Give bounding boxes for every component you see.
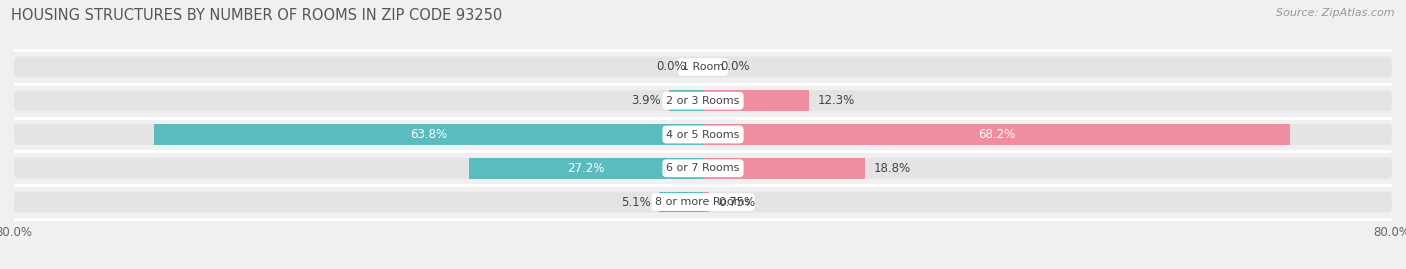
Text: 3.9%: 3.9%	[631, 94, 661, 107]
FancyBboxPatch shape	[14, 124, 1392, 145]
Text: 27.2%: 27.2%	[567, 162, 605, 175]
Text: 8 or more Rooms: 8 or more Rooms	[655, 197, 751, 207]
Text: 63.8%: 63.8%	[409, 128, 447, 141]
FancyBboxPatch shape	[14, 158, 1392, 179]
Bar	[703, 124, 1291, 145]
Text: 0.75%: 0.75%	[718, 196, 755, 208]
Text: 0.0%: 0.0%	[720, 61, 749, 73]
Bar	[659, 192, 703, 213]
Bar	[703, 158, 865, 179]
FancyBboxPatch shape	[14, 56, 1392, 77]
Bar	[703, 90, 808, 111]
Text: 0.0%: 0.0%	[657, 61, 686, 73]
Bar	[468, 158, 703, 179]
Text: Source: ZipAtlas.com: Source: ZipAtlas.com	[1277, 8, 1395, 18]
FancyBboxPatch shape	[14, 192, 1392, 213]
Text: 5.1%: 5.1%	[620, 196, 651, 208]
Text: HOUSING STRUCTURES BY NUMBER OF ROOMS IN ZIP CODE 93250: HOUSING STRUCTURES BY NUMBER OF ROOMS IN…	[11, 8, 502, 23]
Bar	[153, 124, 703, 145]
Bar	[669, 90, 703, 111]
Text: 2 or 3 Rooms: 2 or 3 Rooms	[666, 96, 740, 106]
Text: 4 or 5 Rooms: 4 or 5 Rooms	[666, 129, 740, 140]
Text: 68.2%: 68.2%	[979, 128, 1015, 141]
Bar	[703, 192, 710, 213]
Text: 12.3%: 12.3%	[817, 94, 855, 107]
Text: 18.8%: 18.8%	[873, 162, 911, 175]
FancyBboxPatch shape	[14, 90, 1392, 111]
Text: 6 or 7 Rooms: 6 or 7 Rooms	[666, 163, 740, 173]
Text: 1 Room: 1 Room	[682, 62, 724, 72]
